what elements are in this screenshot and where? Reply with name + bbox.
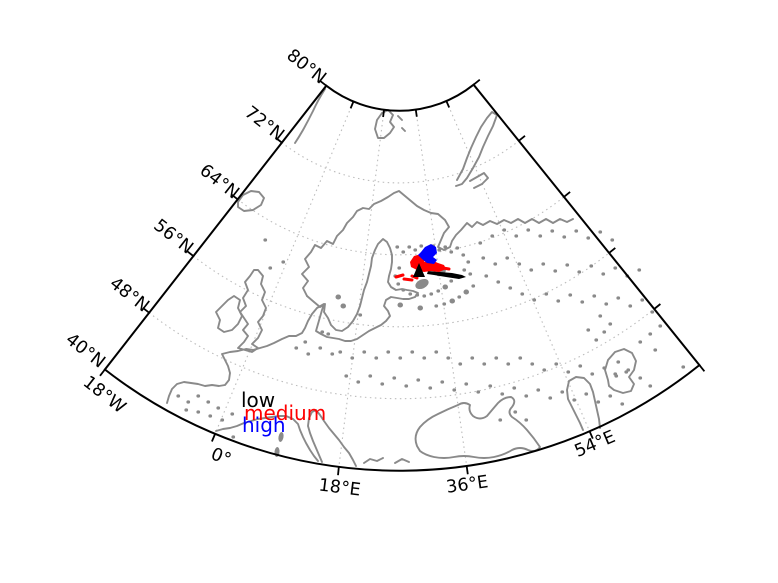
- coast-aral: [604, 348, 637, 394]
- coast-britain: [237, 269, 267, 353]
- lon-label-36e: 36°E: [445, 472, 489, 498]
- meridian-18e: [338, 110, 385, 468]
- legend-item-medium: medium: [244, 401, 326, 425]
- coast-caspian: [566, 376, 601, 431]
- coast-iceland: [237, 190, 265, 212]
- cluster-high: [418, 244, 437, 264]
- lat-label-72n: 72°N: [241, 103, 288, 146]
- parallel-64n: [237, 196, 565, 256]
- longitude-labels: 18°W 0° 18°E 36°E 54°E: [79, 372, 618, 500]
- coast-aegean: [363, 457, 410, 464]
- latitude-labels: 80°N 72°N 64°N 56°N 48°N 40°N: [62, 46, 330, 373]
- graticule: [148, 100, 655, 468]
- large-dots: [335, 284, 469, 311]
- left-edge-ticks: [99, 80, 327, 377]
- coast-novaya-zemlya: [455, 111, 498, 189]
- trajectory-low-streak: [427, 271, 466, 279]
- coast-adriatic: [307, 409, 357, 467]
- coast-svalbard: [374, 109, 406, 139]
- coast-black-sea: [414, 396, 541, 459]
- release-point-marker: [413, 263, 425, 277]
- lat-label-40n: 40°N: [62, 330, 109, 373]
- lon-label-54e: 54°E: [572, 427, 619, 462]
- coast-greenland: [294, 88, 326, 144]
- legend-item-high: high: [242, 413, 286, 437]
- lon-label-0: 0°: [208, 444, 234, 470]
- island-corsica: [278, 432, 284, 442]
- coast-ireland: [215, 295, 243, 333]
- coast-mediterranean: [215, 415, 319, 462]
- coast-baltic-mainland: [166, 238, 419, 404]
- top-arc-ticks: [349, 100, 451, 118]
- lake-ladoga: [415, 278, 429, 290]
- data-overlay: [394, 244, 466, 282]
- meridian-36e: [415, 109, 468, 467]
- meridian-0e: [214, 101, 354, 435]
- legend: low medium high: [241, 388, 326, 437]
- right-edge-ticks: [473, 78, 706, 372]
- legend-item-low: low: [241, 388, 275, 412]
- lake-dots: [176, 228, 686, 439]
- small-dots: [176, 228, 686, 439]
- boundary-ticks: [99, 78, 706, 476]
- bottom-arc-ticks: [211, 430, 594, 476]
- lon-label-18w: 18°W: [79, 372, 129, 418]
- cluster-medium-dashes: [394, 266, 451, 282]
- parallel-72n: [281, 140, 520, 184]
- coast-north-mainland: [301, 190, 574, 297]
- coastlines: [166, 88, 637, 467]
- map-boundary: [103, 83, 701, 472]
- lon-label-18e: 18°E: [318, 476, 362, 501]
